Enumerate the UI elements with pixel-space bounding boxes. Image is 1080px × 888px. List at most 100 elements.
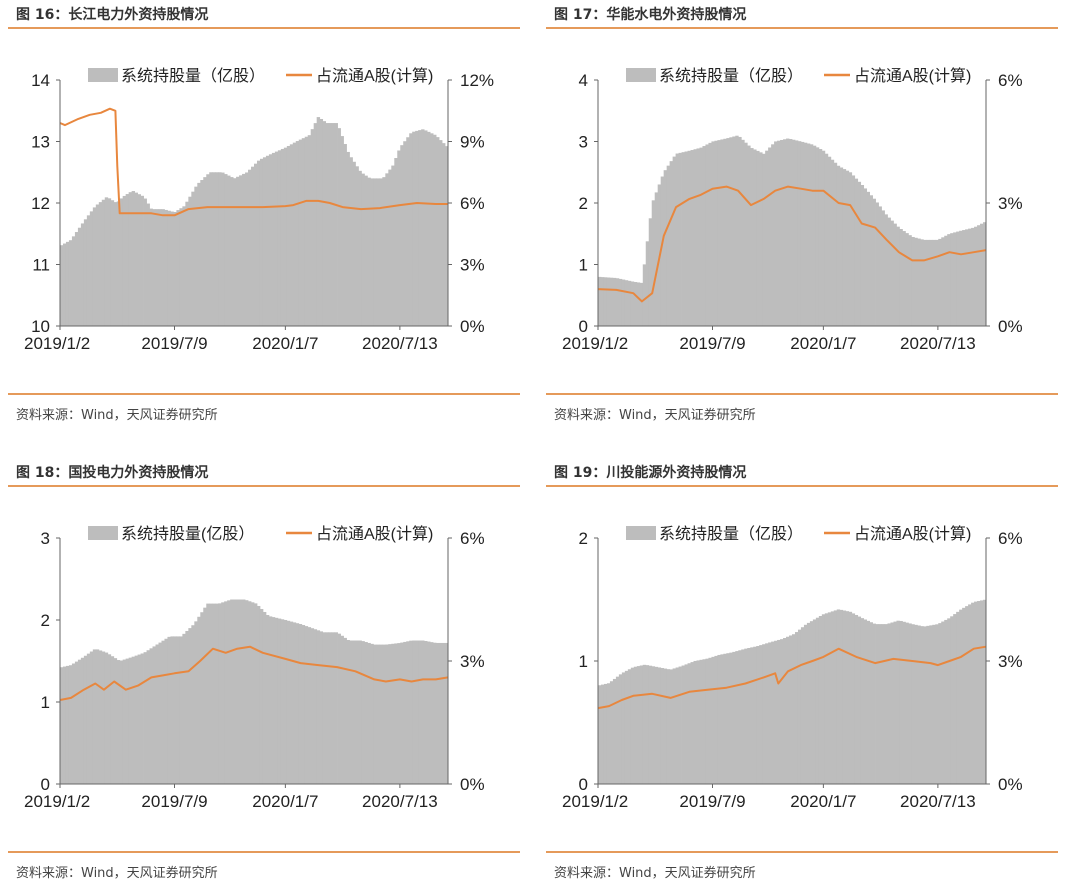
bar [938, 623, 942, 784]
bar [809, 621, 814, 784]
bar [750, 647, 754, 784]
x-tick-label: 2020/1/7 [252, 792, 318, 811]
bar [242, 173, 246, 326]
bar [203, 607, 207, 784]
y-tick-label-right: 3% [998, 194, 1023, 213]
bar [753, 646, 757, 784]
bar [962, 230, 966, 326]
bar [678, 666, 682, 784]
bar [839, 167, 844, 326]
bar [101, 651, 106, 784]
bar [280, 148, 285, 326]
bar [977, 225, 981, 326]
bar [833, 610, 838, 784]
bar [768, 147, 772, 326]
bar [182, 206, 186, 326]
bar [221, 602, 225, 784]
bar [902, 231, 906, 326]
bar [705, 658, 709, 784]
legend-bar-swatch [88, 68, 118, 82]
bar [310, 129, 315, 326]
chart: 10 11 12 13 14 0% 3% 6% 9% 12% 2019/1/2 2019/7/9 202… [24, 66, 494, 353]
bar [950, 616, 954, 784]
bar [726, 138, 730, 326]
bar [830, 159, 835, 326]
bar [675, 153, 679, 326]
bar [110, 200, 115, 326]
bar [122, 659, 127, 784]
bar [352, 640, 356, 784]
bar [729, 137, 733, 326]
bar [980, 600, 984, 784]
bar [783, 139, 787, 326]
bar [77, 659, 82, 784]
bar [131, 656, 136, 784]
bar [854, 614, 859, 784]
bar [723, 653, 727, 784]
legend-line-label: 占流通A股(计算) [316, 524, 433, 543]
bar [80, 657, 85, 784]
bar [134, 192, 138, 326]
bar [274, 617, 279, 784]
title-divider [546, 485, 1058, 487]
bar [824, 613, 829, 784]
bar [343, 637, 347, 784]
bar [717, 654, 721, 784]
bar [959, 609, 963, 784]
bar [777, 639, 781, 784]
bar [122, 195, 127, 326]
bar [926, 625, 930, 784]
bar [361, 173, 365, 326]
bar [786, 138, 790, 326]
bar [827, 612, 832, 784]
bar [675, 667, 679, 784]
bar [307, 627, 312, 784]
chart-title: 图 17：华能水电外资持股情况 [554, 7, 747, 23]
x-tick-label: 2019/7/9 [141, 792, 207, 811]
bar [331, 632, 335, 784]
bar [914, 237, 918, 326]
y-tick-label-left: 1 [41, 693, 50, 712]
bar [179, 636, 183, 784]
bar [436, 137, 440, 326]
bar [684, 151, 688, 326]
bar [687, 150, 691, 326]
y-tick-label-left: 13 [31, 133, 50, 152]
bar [310, 628, 315, 784]
bar [265, 615, 270, 784]
bar [965, 229, 969, 326]
bar [890, 220, 894, 326]
bar [848, 611, 853, 784]
bar [280, 619, 285, 784]
bar [415, 640, 419, 784]
bar [693, 660, 697, 784]
bar [618, 278, 623, 326]
bar [615, 278, 620, 326]
bar [765, 643, 769, 784]
bar [361, 641, 365, 784]
bar [340, 136, 344, 326]
bar [869, 622, 873, 784]
legend-line-label: 占流通A股(计算) [854, 66, 971, 85]
bar [893, 223, 897, 326]
bar [789, 139, 793, 326]
bar [113, 658, 118, 784]
bar [765, 150, 769, 326]
bar [176, 210, 180, 326]
bar [382, 177, 386, 326]
bar [651, 200, 656, 326]
bar [328, 123, 332, 326]
bar [950, 233, 954, 326]
bar [612, 678, 617, 784]
bar [729, 652, 733, 784]
bar [289, 621, 294, 784]
bar [188, 628, 192, 784]
bar [140, 653, 144, 784]
bar [74, 661, 79, 784]
bar [427, 641, 431, 784]
bar [424, 641, 428, 784]
bar [786, 636, 790, 784]
bar [938, 238, 942, 326]
bar [373, 644, 377, 784]
bar [872, 198, 876, 326]
